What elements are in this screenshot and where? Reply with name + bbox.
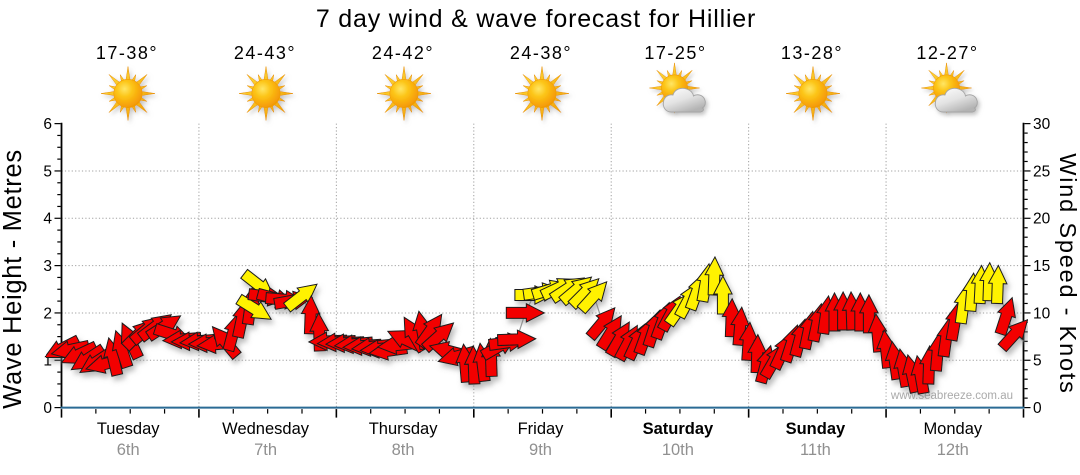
svg-text:10th: 10th xyxy=(662,441,694,459)
svg-text:11th: 11th xyxy=(800,441,831,459)
svg-text:Wind Speed - Knots: Wind Speed - Knots xyxy=(1055,153,1080,394)
svg-text:9th: 9th xyxy=(529,441,552,459)
svg-text:5: 5 xyxy=(43,163,52,180)
svg-text:Monday: Monday xyxy=(923,420,982,438)
svg-text:Friday: Friday xyxy=(518,420,565,438)
svg-text:8th: 8th xyxy=(392,441,415,459)
svg-text:0: 0 xyxy=(1033,400,1042,417)
svg-text:4: 4 xyxy=(43,211,52,228)
svg-text:Wednesday: Wednesday xyxy=(222,420,310,438)
svg-text:17-25°: 17-25° xyxy=(644,43,706,63)
svg-text:7 day wind & wave forecast for: 7 day wind & wave forecast for Hillier xyxy=(316,5,756,33)
svg-text:12-27°: 12-27° xyxy=(916,43,978,63)
svg-text:24-42°: 24-42° xyxy=(372,43,434,63)
svg-text:12th: 12th xyxy=(937,441,969,459)
svg-text:10: 10 xyxy=(1033,305,1051,322)
svg-text:Tuesday: Tuesday xyxy=(97,420,160,438)
svg-text:17-38°: 17-38° xyxy=(96,43,158,63)
svg-text:6th: 6th xyxy=(117,441,140,459)
svg-text:24-38°: 24-38° xyxy=(510,43,572,63)
svg-text:Thursday: Thursday xyxy=(369,420,439,438)
svg-text:15: 15 xyxy=(1033,258,1050,275)
svg-text:www.seabreeze.com.au: www.seabreeze.com.au xyxy=(890,390,1013,402)
svg-text:1: 1 xyxy=(43,353,52,370)
svg-text:Wave Height - Metres: Wave Height - Metres xyxy=(0,149,27,409)
svg-text:2: 2 xyxy=(43,305,52,322)
svg-text:13-28°: 13-28° xyxy=(781,43,843,63)
svg-text:3: 3 xyxy=(43,258,52,275)
svg-text:30: 30 xyxy=(1033,116,1051,133)
svg-text:Saturday: Saturday xyxy=(643,420,714,438)
svg-text:0: 0 xyxy=(43,400,52,417)
svg-text:7th: 7th xyxy=(254,441,277,459)
svg-text:6: 6 xyxy=(43,116,52,133)
svg-text:20: 20 xyxy=(1033,211,1051,228)
svg-text:5: 5 xyxy=(1033,353,1042,370)
svg-text:24-43°: 24-43° xyxy=(234,43,296,63)
svg-text:25: 25 xyxy=(1033,163,1050,180)
svg-text:Sunday: Sunday xyxy=(786,420,846,438)
